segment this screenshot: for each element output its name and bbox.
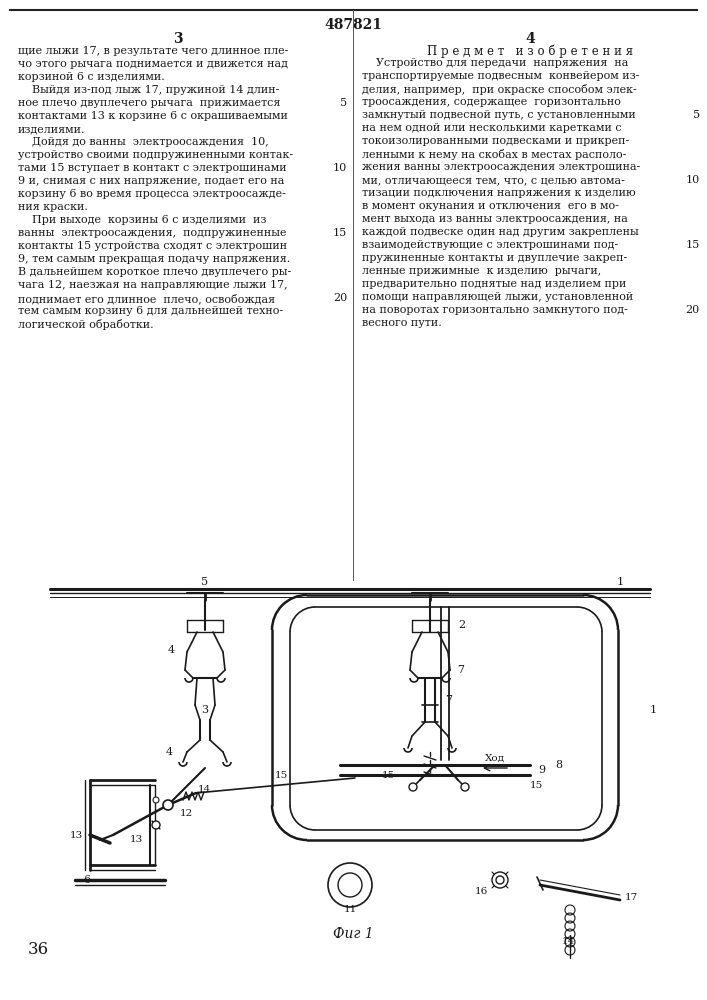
Text: 8: 8 xyxy=(555,760,562,770)
Text: ленные прижимные  к изделию  рычаги,: ленные прижимные к изделию рычаги, xyxy=(362,266,601,276)
Circle shape xyxy=(163,800,173,810)
Circle shape xyxy=(152,821,160,829)
Text: чо этого рычага поднимается и движется над: чо этого рычага поднимается и движется н… xyxy=(18,59,288,69)
Text: 10: 10 xyxy=(333,163,347,173)
Text: 11: 11 xyxy=(344,906,356,914)
Text: тем самым корзину 6 для дальнейшей техно-: тем самым корзину 6 для дальнейшей техно… xyxy=(18,306,283,316)
Text: 10: 10 xyxy=(686,175,700,185)
Text: устройство своими подпружиненными контак-: устройство своими подпружиненными контак… xyxy=(18,150,293,160)
Text: 12: 12 xyxy=(180,808,193,818)
Text: 7: 7 xyxy=(445,695,452,705)
Text: помощи направляющей лыжи, установленной: помощи направляющей лыжи, установленной xyxy=(362,292,633,302)
Text: пружиненные контакты и двуплечие закреп-: пружиненные контакты и двуплечие закреп- xyxy=(362,253,627,263)
Text: мент выхода из ванны электроосаждения, на: мент выхода из ванны электроосаждения, н… xyxy=(362,214,628,224)
Text: Ход: Ход xyxy=(485,754,505,762)
Text: 5: 5 xyxy=(693,110,700,120)
Text: 9: 9 xyxy=(538,765,545,775)
Text: Дойдя до ванны  электроосаждения  10,: Дойдя до ванны электроосаждения 10, xyxy=(18,137,269,147)
Text: 3: 3 xyxy=(173,32,183,46)
Text: взаимодействующие с электрошинами под-: взаимодействующие с электрошинами под- xyxy=(362,240,618,250)
Text: 15: 15 xyxy=(686,240,700,250)
Text: логической обработки.: логической обработки. xyxy=(18,319,153,330)
Text: 13: 13 xyxy=(130,836,143,844)
Text: в момент окунания и отключения  его в мо-: в момент окунания и отключения его в мо- xyxy=(362,201,619,211)
Text: замкнутый подвесной путь, с установленными: замкнутый подвесной путь, с установленны… xyxy=(362,110,636,120)
Text: 13: 13 xyxy=(70,830,83,840)
Circle shape xyxy=(496,876,504,884)
Text: При выходе  корзины 6 с изделиями  из: При выходе корзины 6 с изделиями из xyxy=(18,215,267,225)
Text: Фиг 1: Фиг 1 xyxy=(333,927,373,941)
Text: поднимает его длинное  плечо, освобождая: поднимает его длинное плечо, освобождая xyxy=(18,293,275,304)
Circle shape xyxy=(153,797,159,803)
Text: ми, отличающееся тем, что, с целью автома-: ми, отличающееся тем, что, с целью автом… xyxy=(362,175,625,185)
Text: предварительно поднятые над изделием при: предварительно поднятые над изделием при xyxy=(362,279,626,289)
Text: на нем одной или несколькими каретками с: на нем одной или несколькими каретками с xyxy=(362,123,621,133)
Text: токоизолированными подвесками и прикреп-: токоизолированными подвесками и прикреп- xyxy=(362,136,629,146)
Text: 9, тем самым прекращая подачу напряжения.: 9, тем самым прекращая подачу напряжения… xyxy=(18,254,291,264)
Circle shape xyxy=(338,873,362,897)
Text: 1: 1 xyxy=(650,705,657,715)
Text: 5: 5 xyxy=(340,98,347,108)
Text: весного пути.: весного пути. xyxy=(362,318,442,328)
Circle shape xyxy=(328,863,372,907)
Text: корзиной 6 с изделиями.: корзиной 6 с изделиями. xyxy=(18,72,165,82)
Text: тами 15 вступает в контакт с электрошинами: тами 15 вступает в контакт с электрошина… xyxy=(18,163,286,173)
Text: 3: 3 xyxy=(201,705,209,715)
Circle shape xyxy=(409,783,417,791)
Text: контактами 13 к корзине 6 с окрашиваемыми: контактами 13 к корзине 6 с окрашиваемым… xyxy=(18,111,288,121)
Text: 1: 1 xyxy=(617,577,624,587)
Text: Устройство для передачи  напряжения  на: Устройство для передачи напряжения на xyxy=(362,58,629,68)
Text: 4: 4 xyxy=(166,747,173,757)
Text: П р е д м е т   и з о б р е т е н и я: П р е д м е т и з о б р е т е н и я xyxy=(427,45,633,58)
Text: 487821: 487821 xyxy=(324,18,382,32)
Text: 15: 15 xyxy=(333,228,347,238)
Text: троосаждения, содержащее  горизонтально: троосаждения, содержащее горизонтально xyxy=(362,97,621,107)
Text: 2: 2 xyxy=(458,620,465,630)
Text: ное плечо двуплечего рычага  прижимается: ное плечо двуплечего рычага прижимается xyxy=(18,98,281,108)
Text: изделиями.: изделиями. xyxy=(18,124,86,134)
Text: 4: 4 xyxy=(168,645,175,655)
Text: 20: 20 xyxy=(686,305,700,315)
Text: щие лыжи 17, в результате чего длинное пле-: щие лыжи 17, в результате чего длинное п… xyxy=(18,46,288,56)
Text: на поворотах горизонтально замкнутого под-: на поворотах горизонтально замкнутого по… xyxy=(362,305,628,315)
Text: 14: 14 xyxy=(561,938,575,946)
Text: 16: 16 xyxy=(474,888,488,896)
Text: 5: 5 xyxy=(201,577,209,587)
Circle shape xyxy=(461,783,469,791)
Circle shape xyxy=(492,872,508,888)
Text: 17: 17 xyxy=(625,894,638,902)
Text: чага 12, наезжая на направляющие лыжи 17,: чага 12, наезжая на направляющие лыжи 17… xyxy=(18,280,288,290)
Text: 6: 6 xyxy=(83,875,90,885)
Text: жения ванны электроосаждения электрошина-: жения ванны электроосаждения электрошина… xyxy=(362,162,641,172)
Text: 4: 4 xyxy=(525,32,535,46)
Text: 14: 14 xyxy=(198,786,211,794)
Text: 15: 15 xyxy=(275,770,288,780)
Text: 7: 7 xyxy=(457,665,464,675)
Text: Выйдя из-под лыж 17, пружиной 14 длин-: Выйдя из-под лыж 17, пружиной 14 длин- xyxy=(18,85,279,95)
Text: делия, например,  при окраске способом элек-: делия, например, при окраске способом эл… xyxy=(362,84,637,95)
Text: 15: 15 xyxy=(382,770,395,780)
Text: ленными к нему на скобах в местах располо-: ленными к нему на скобах в местах распол… xyxy=(362,149,626,160)
Text: 36: 36 xyxy=(28,941,49,958)
Text: контакты 15 устройства сходят с электрошин: контакты 15 устройства сходят с электрош… xyxy=(18,241,287,251)
Text: 20: 20 xyxy=(333,293,347,303)
Text: 9 и, снимая с них напряжение, подает его на: 9 и, снимая с них напряжение, подает его… xyxy=(18,176,284,186)
Text: корзину 6 во время процесса электроосажде-: корзину 6 во время процесса электроосажд… xyxy=(18,189,286,199)
Text: В дальнейшем короткое плечо двуплечего ры-: В дальнейшем короткое плечо двуплечего р… xyxy=(18,267,291,277)
Text: ния краски.: ния краски. xyxy=(18,202,88,212)
Text: транспортируемые подвесным  конвейером из-: транспортируемые подвесным конвейером из… xyxy=(362,71,639,81)
Text: тизации подключения напряжения к изделию: тизации подключения напряжения к изделию xyxy=(362,188,636,198)
Text: 15: 15 xyxy=(530,780,543,790)
Text: каждой подвеске один над другим закреплены: каждой подвеске один над другим закрепле… xyxy=(362,227,638,237)
Text: ванны  электроосаждения,  подпружиненные: ванны электроосаждения, подпружиненные xyxy=(18,228,286,238)
